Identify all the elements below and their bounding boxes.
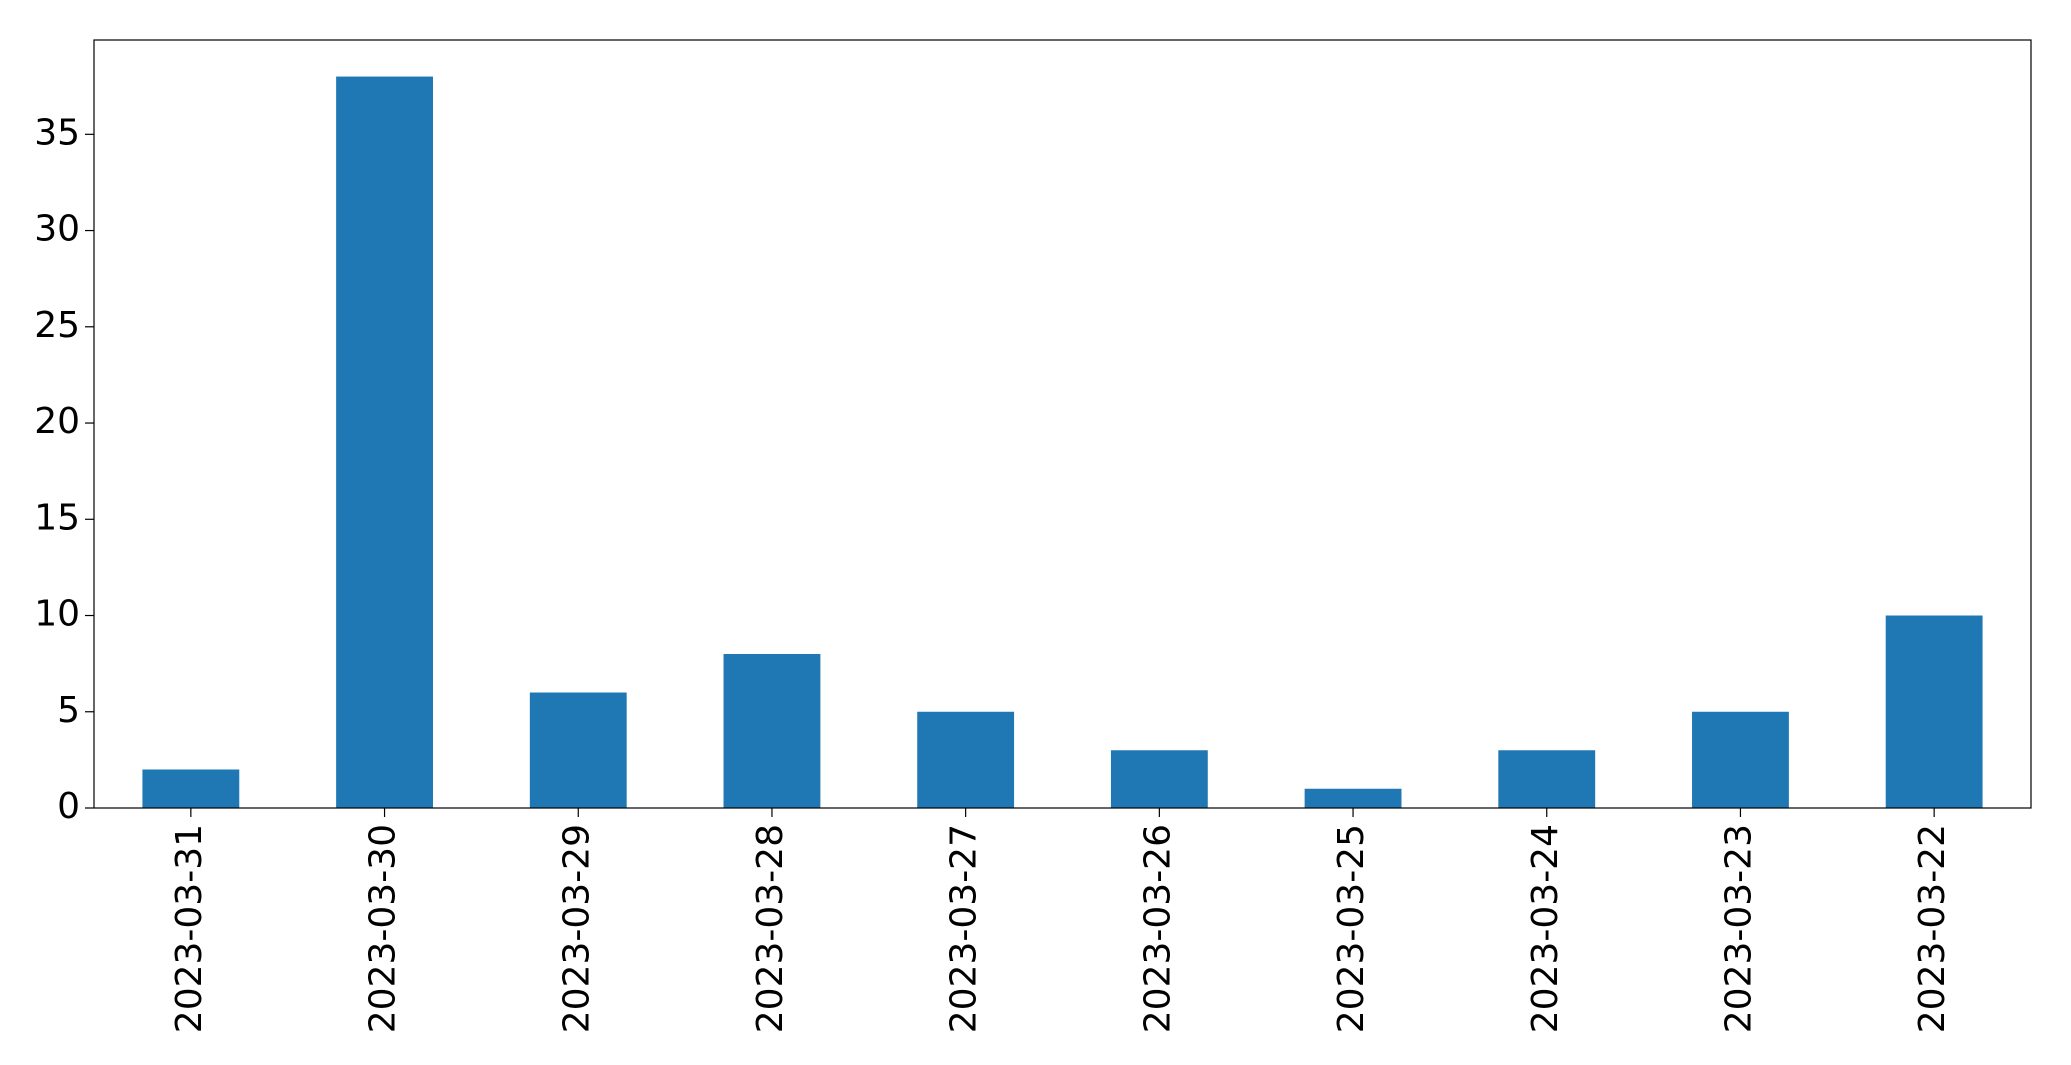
x-tick-label: 2023-03-28: [750, 824, 791, 1033]
bar: [529, 692, 627, 808]
y-tick-label: 30: [34, 209, 80, 250]
bar: [1885, 615, 1983, 808]
y-tick-label: 20: [34, 401, 80, 442]
y-tick-label: 10: [34, 594, 80, 635]
y-tick-label: 5: [57, 690, 80, 731]
y-tick-label: 35: [34, 112, 80, 153]
x-tick-label: 2023-03-29: [556, 824, 597, 1033]
x-tick-label: 2023-03-22: [1912, 824, 1953, 1033]
bar: [723, 654, 821, 808]
x-tick-label: 2023-03-30: [363, 824, 404, 1033]
y-tick-label: 15: [34, 497, 80, 538]
x-tick-label: 2023-03-31: [169, 824, 210, 1033]
x-tick-label: 2023-03-24: [1525, 824, 1566, 1033]
x-tick-label: 2023-03-25: [1331, 824, 1372, 1033]
bar: [917, 711, 1015, 808]
y-tick-label: 25: [34, 305, 80, 346]
y-tick-label: 0: [57, 786, 80, 827]
bar: [1692, 711, 1789, 808]
bar: [1110, 750, 1208, 808]
plot-frame: [93, 39, 2032, 809]
bar: [1498, 750, 1596, 808]
bar: [1304, 788, 1402, 808]
x-tick-label: 2023-03-23: [1718, 824, 1759, 1033]
x-tick-label: 2023-03-26: [1137, 824, 1178, 1033]
bar: [142, 769, 240, 808]
bar: [336, 76, 433, 809]
x-tick-label: 2023-03-27: [944, 824, 985, 1033]
